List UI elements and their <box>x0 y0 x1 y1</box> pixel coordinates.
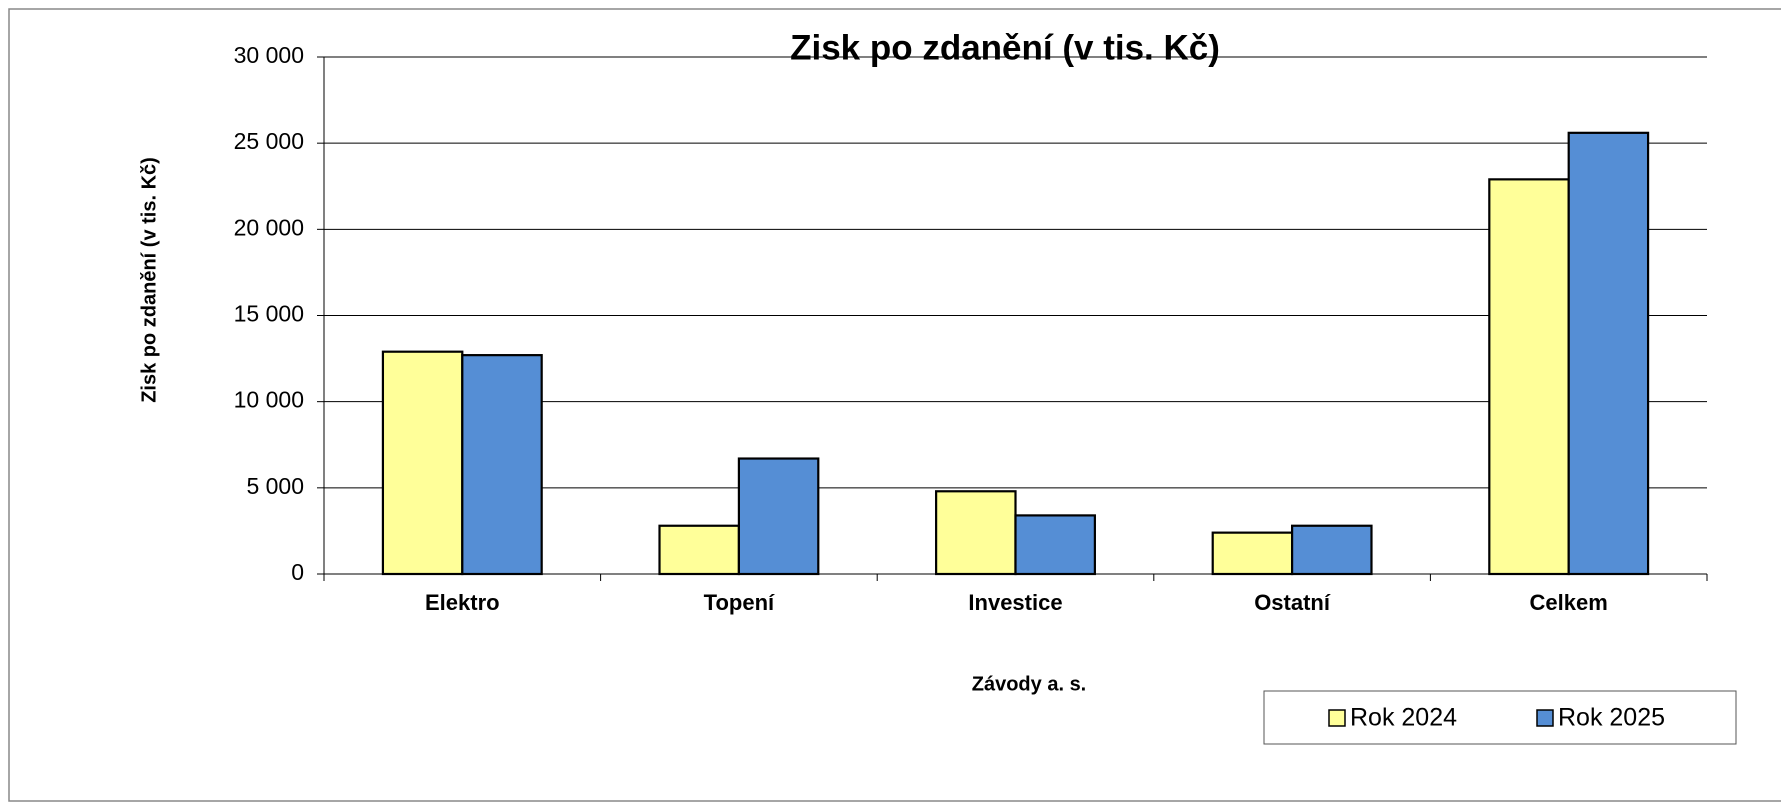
bar <box>1014 514 1096 576</box>
x-tick-label: Topení <box>704 590 775 615</box>
x-tick-label: Investice <box>968 590 1062 615</box>
bar <box>1488 178 1570 576</box>
bar <box>381 350 464 576</box>
x-tick-label: Celkem <box>1530 590 1608 615</box>
x-tick-label: Ostatní <box>1254 590 1331 615</box>
bar <box>658 524 741 576</box>
x-axis-title: Závody a. s. <box>972 673 1087 695</box>
y-tick-label: 5 000 <box>246 473 304 499</box>
legend-label: Rok 2025 <box>1558 704 1665 732</box>
legend-label: Rok 2024 <box>1350 704 1457 732</box>
chart-frame <box>8 8 1781 802</box>
chart-title: Zisk po zdanění (v tis. Kč) <box>790 28 1220 67</box>
bar <box>935 490 1017 576</box>
bar <box>1211 531 1294 576</box>
bar <box>1567 131 1650 576</box>
bar <box>737 457 820 576</box>
y-tick-label: 0 <box>291 559 304 585</box>
y-tick-label: 10 000 <box>234 387 304 413</box>
y-tick-label: 20 000 <box>234 214 304 240</box>
x-tick-label: Elektro <box>425 590 500 615</box>
y-tick-label: 15 000 <box>234 301 304 327</box>
legend-swatch <box>1328 709 1346 727</box>
bar <box>461 354 543 576</box>
y-tick-label: 30 000 <box>234 42 304 68</box>
y-axis-title: Zisk po zdanění (v tis. Kč) <box>138 157 160 403</box>
bar <box>1290 524 1373 576</box>
y-tick-label: 25 000 <box>234 128 304 154</box>
legend-swatch <box>1536 709 1554 727</box>
